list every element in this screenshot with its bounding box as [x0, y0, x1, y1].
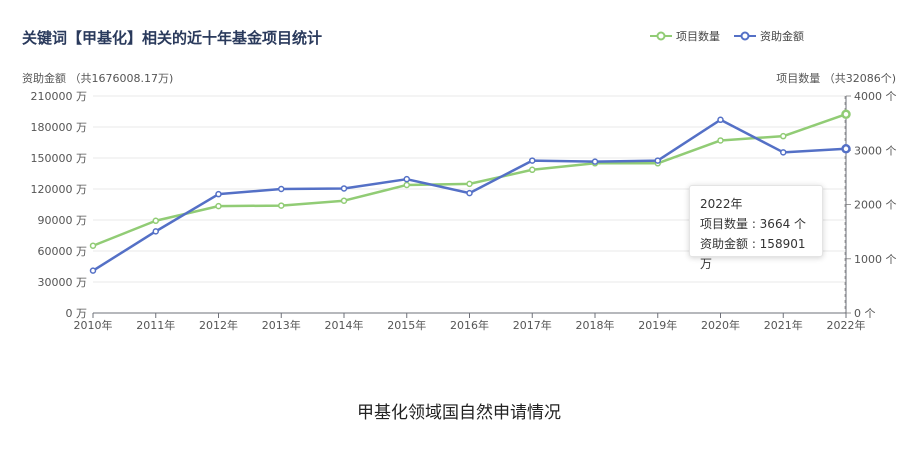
y-right-tick-label: 1000 个 [854, 253, 897, 266]
series-point-count [780, 132, 787, 140]
x-tick-label: 2014年 [325, 318, 364, 332]
legend: 项目数量 资助金额 [650, 28, 804, 44]
x-tick-label: 2016年 [450, 318, 489, 332]
series-point-count [278, 202, 285, 209]
x-tick-label: 2022年 [827, 318, 866, 332]
y-right-tick-label: 3000 个 [854, 144, 897, 157]
y-left-tick-label: 90000 万 [38, 214, 88, 227]
series-point-amount [717, 116, 724, 124]
series-point-amount [215, 190, 222, 198]
y-right-tick-label: 2000 个 [854, 199, 897, 212]
x-tick-label: 2019年 [638, 318, 677, 332]
series-point-count [466, 180, 473, 188]
series-point-amount [340, 185, 348, 192]
x-tick-label: 2020年 [701, 318, 740, 332]
y-left-tick-label: 0 万 [66, 307, 88, 320]
tooltip-title: 2022年 [700, 197, 743, 211]
x-tick-label: 2010年 [74, 318, 113, 332]
y-left-tick-label: 120000 万 [31, 183, 88, 196]
series-point-amount [89, 267, 97, 274]
x-tick-label: 2012年 [199, 318, 238, 332]
series-point-amount [591, 158, 599, 165]
y-left-tick-label: 30000 万 [38, 276, 88, 289]
caption: 甲基化领域国自然申请情况 [357, 403, 561, 423]
series-point-count [215, 202, 222, 210]
series-point-count [717, 137, 724, 144]
series-point-amount [841, 144, 851, 154]
series-point-count [340, 197, 348, 204]
y-left-tick-label: 210000 万 [31, 90, 88, 103]
series-point-count [89, 242, 97, 249]
legend-swatch-count [650, 31, 672, 41]
series-point-amount [780, 149, 787, 156]
legend-item-count[interactable]: 项目数量 [650, 28, 720, 44]
series-point-amount [654, 157, 661, 164]
series-point-amount [152, 228, 159, 235]
x-tick-label: 2021年 [764, 318, 803, 332]
x-tick-label: 2013年 [262, 318, 301, 332]
chart-title: 关键词【甲基化】相关的近十年基金项目统计 [22, 29, 323, 47]
series-point-amount [466, 189, 473, 197]
series-point-count [841, 109, 851, 119]
tooltip: 2022年 项目数量 : 3664 个 资助金额 : 158901 万 [689, 185, 823, 271]
y-left-axis-label: 资助金额 （共1676008.17万) [22, 71, 173, 85]
y-right-tick-label: 4000 个 [854, 90, 897, 103]
legend-label-amount: 资助金额 [760, 30, 804, 43]
y-right-tick-label: 0 个 [854, 307, 876, 320]
legend-label-count: 项目数量 [676, 30, 720, 43]
series-point-amount [529, 157, 536, 164]
x-tick-label: 2018年 [576, 318, 615, 332]
tooltip-count: 项目数量 : 3664 个 [700, 217, 807, 231]
series-point-amount [278, 185, 285, 193]
y-left-tick-label: 150000 万 [31, 152, 88, 165]
series-point-count [403, 181, 410, 189]
x-tick-label: 2017年 [513, 318, 552, 332]
legend-swatch-amount [734, 31, 756, 41]
x-tick-label: 2015年 [387, 318, 426, 332]
x-tick-label: 2011年 [136, 318, 175, 332]
y-right-axis-label: 项目数量 （共32086个) [776, 72, 896, 85]
series-point-count [529, 166, 536, 174]
series-point-amount [403, 175, 410, 183]
tooltip-amount: 资助金额 : 158901 万 [700, 237, 806, 271]
legend-item-amount[interactable]: 资助金额 [734, 28, 804, 44]
y-left-tick-label: 60000 万 [38, 245, 88, 258]
y-left-tick-label: 180000 万 [31, 121, 88, 134]
series-point-count [152, 217, 159, 225]
